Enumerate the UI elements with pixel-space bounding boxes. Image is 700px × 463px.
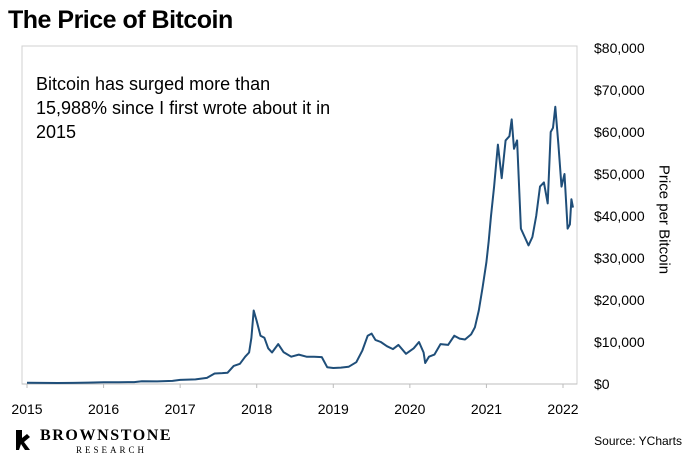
y-tick-label: $0 [594, 376, 610, 392]
y-tick-label: $80,000 [594, 40, 645, 56]
source-note: Source: YCharts [594, 434, 682, 448]
y-tick-label: $20,000 [594, 292, 645, 308]
y-axis-label: Price per Bitcoin [655, 164, 673, 275]
x-tick-label: 2016 [88, 401, 119, 417]
x-tick-label: 2017 [165, 401, 196, 417]
x-tick-label: 2022 [547, 401, 578, 417]
y-tick-label: $50,000 [594, 166, 645, 182]
brownstone-mark-icon [16, 430, 30, 450]
logo-name: BROWNSTONE [40, 427, 173, 444]
x-tick-label: 2021 [471, 401, 502, 417]
x-axis-ticks: 2015 2016 2017 2018 2019 2020 2021 2022 [11, 384, 579, 417]
chart-annotation: Bitcoin has surged more than 15,988% sin… [36, 74, 331, 142]
x-tick-label: 2018 [241, 401, 272, 417]
y-axis-ticks: $0 $10,000 $20,000 $30,000 $40,000 $50,000 $60… [594, 40, 645, 392]
logo-subtitle: RESEARCH [76, 445, 148, 455]
y-tick-label: $10,000 [594, 334, 645, 350]
y-tick-label: $30,000 [594, 250, 645, 266]
x-tick-label: 2015 [11, 401, 42, 417]
price-series-line [26, 105, 574, 384]
x-tick-label: 2019 [318, 401, 349, 417]
y-tick-label: $70,000 [594, 82, 645, 98]
brownstone-logo: BROWNSTONE RESEARCH [14, 426, 214, 456]
chart-title: The Price of Bitcoin [8, 6, 233, 34]
x-tick-label: 2020 [394, 401, 425, 417]
y-tick-label: $60,000 [594, 124, 645, 140]
y-tick-label: $40,000 [594, 208, 645, 224]
